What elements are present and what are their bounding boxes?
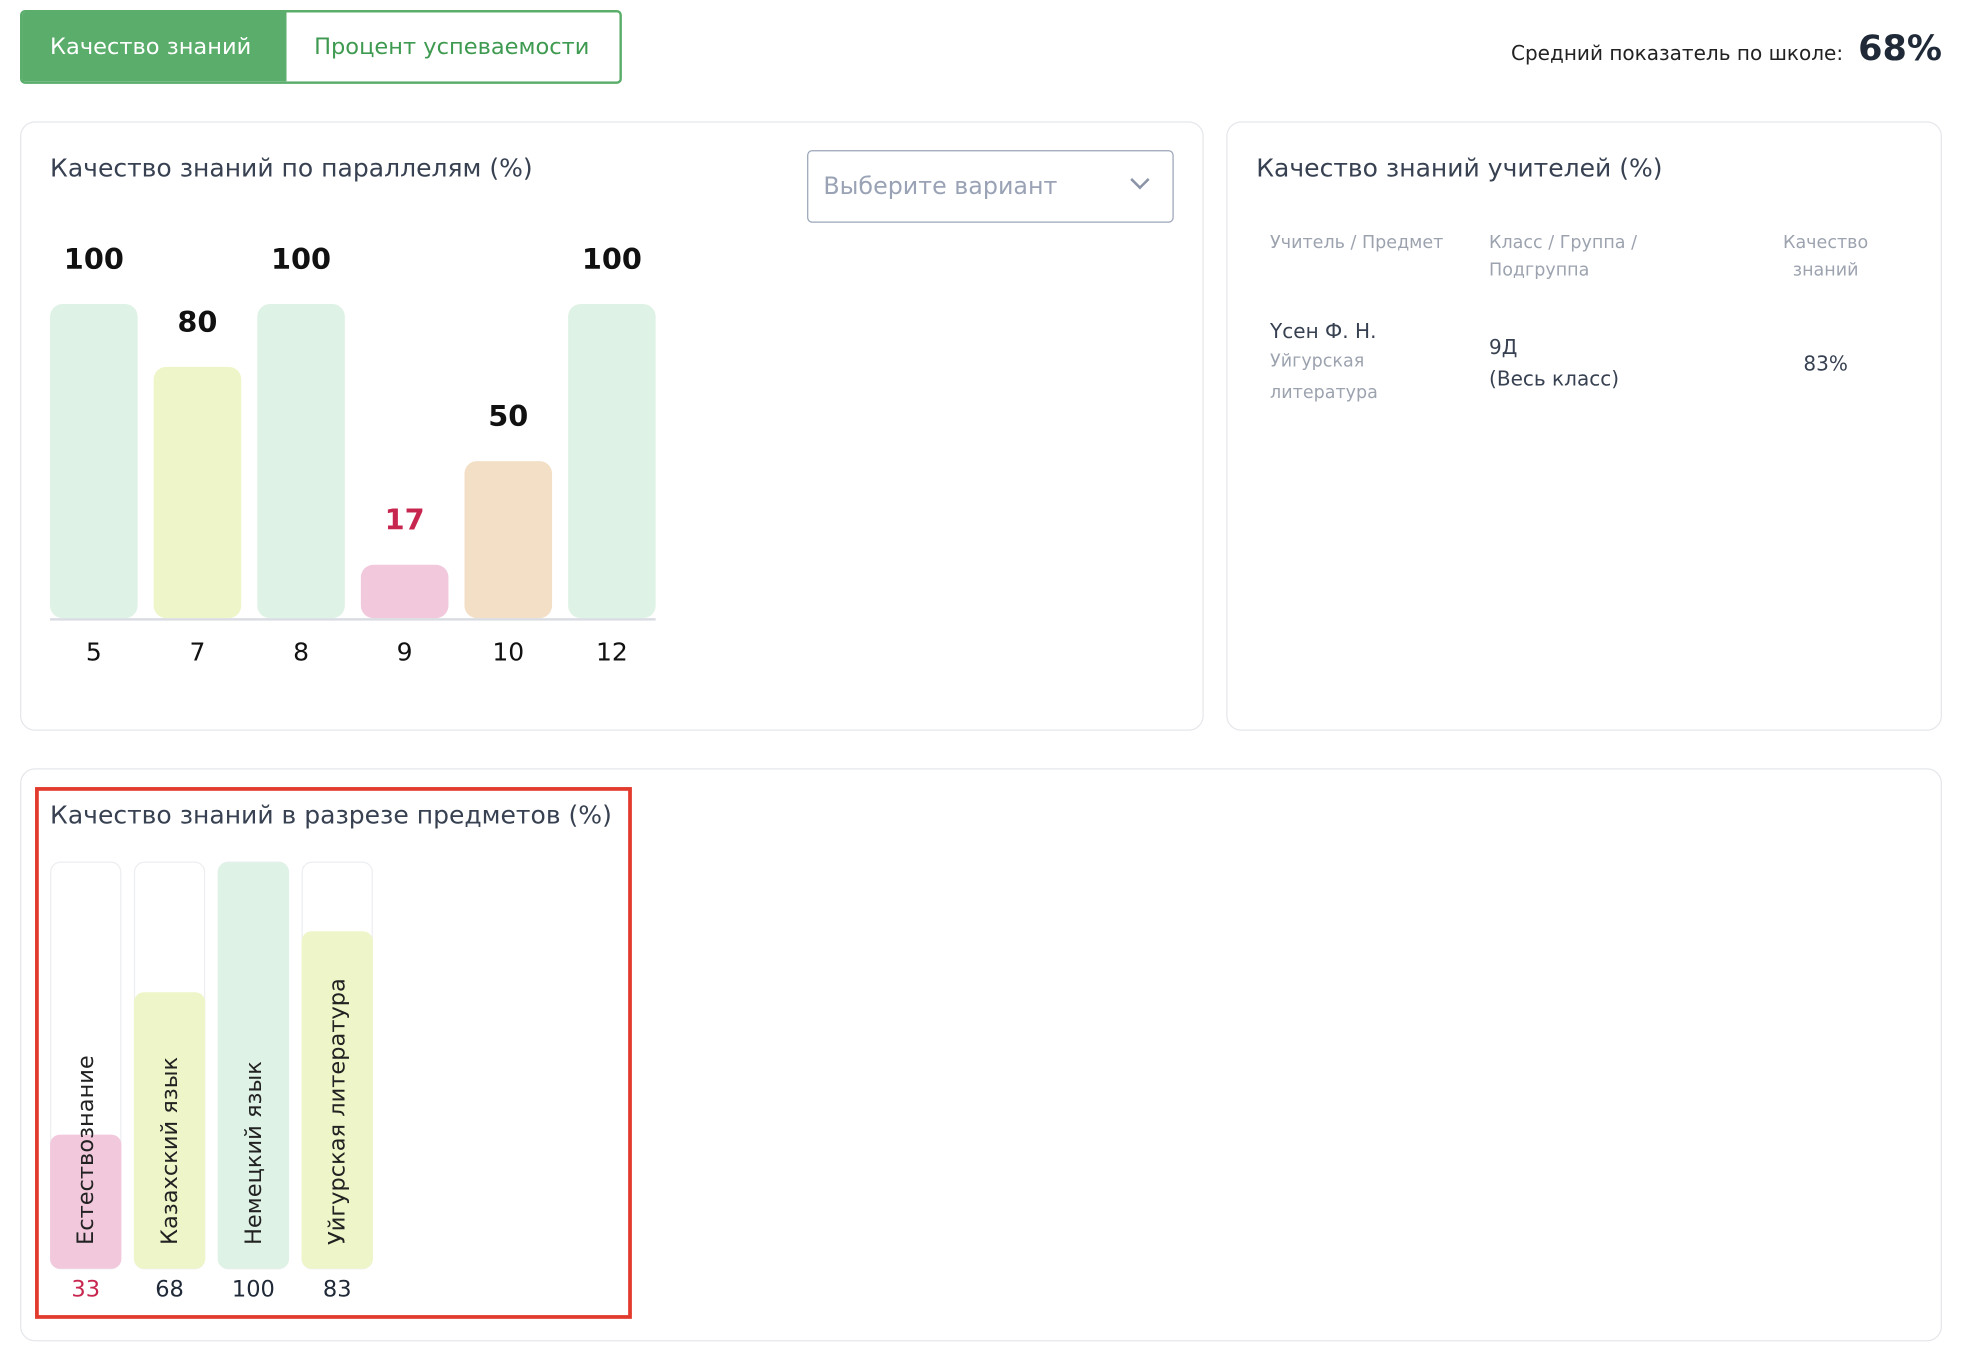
bar <box>153 366 242 619</box>
category-label: Казахский язык <box>157 1057 183 1245</box>
x-tick-label: 9 <box>397 638 413 667</box>
value-label: 68 <box>155 1276 184 1302</box>
bar <box>301 931 373 1269</box>
bar <box>217 862 290 1269</box>
category-label: Уйгурская литература <box>325 978 351 1245</box>
bar <box>133 992 206 1269</box>
category-label: Естествознание <box>73 1055 99 1245</box>
bar <box>568 304 656 619</box>
value-label: 83 <box>323 1276 352 1302</box>
value-label: 100 <box>64 242 124 276</box>
dropdown-placeholder: Выберите вариант <box>823 172 1058 201</box>
average-value: 68% <box>1858 27 1942 69</box>
table-header: Класс / Группа / Подгруппа <box>1489 232 1637 281</box>
x-tick-label: 5 <box>86 638 102 667</box>
value-label: 100 <box>232 1276 275 1302</box>
teacher-name: Үсен Ф. Н. <box>1270 319 1377 343</box>
panel-title: Качество знаний в разрезе предметов (%) <box>50 799 612 830</box>
highlight-box <box>35 787 632 1319</box>
panel-title: Качество знаний учителей (%) <box>1256 152 1663 183</box>
bar <box>360 564 449 619</box>
x-tick-label: 12 <box>596 638 628 667</box>
bar <box>50 1134 122 1269</box>
bar <box>257 304 345 619</box>
dropdown[interactable]: Выберите вариант <box>807 150 1174 223</box>
class-group: (Весь класс) <box>1489 366 1620 391</box>
table-header: Качество знаний <box>1783 232 1869 281</box>
panel-title: Качество знаний по параллелям (%) <box>50 152 533 183</box>
table-header: Учитель / Предмет <box>1270 232 1444 253</box>
average-label: Средний показатель по школе: <box>1510 41 1844 66</box>
chevron <box>1130 178 1150 190</box>
class-name: 9Д <box>1489 335 1518 360</box>
value-label: 80 <box>177 305 217 339</box>
value-label: 100 <box>271 242 331 276</box>
bar <box>50 304 138 619</box>
tab[interactable]: Процент успеваемости <box>286 12 620 82</box>
tab-bar: Качество знаний Процент успеваемости <box>20 10 622 84</box>
quality-value: 83% <box>1803 351 1848 376</box>
panel <box>1226 121 1942 731</box>
x-tick-label: 10 <box>492 638 524 667</box>
x-tick-label: 8 <box>293 638 309 667</box>
school-average: Средний показатель по школе: 68% <box>1511 28 1942 69</box>
category-label: Немецкий язык <box>241 1061 267 1245</box>
value-label: 17 <box>385 503 425 537</box>
tab[interactable]: Качество знаний <box>22 12 287 82</box>
bar <box>464 461 553 619</box>
value-label: 33 <box>71 1276 100 1302</box>
teacher-subject: Уйгурская литература <box>1270 351 1378 403</box>
x-tick-label: 7 <box>189 638 205 667</box>
value-label: 50 <box>488 399 528 433</box>
value-label: 100 <box>582 242 642 276</box>
